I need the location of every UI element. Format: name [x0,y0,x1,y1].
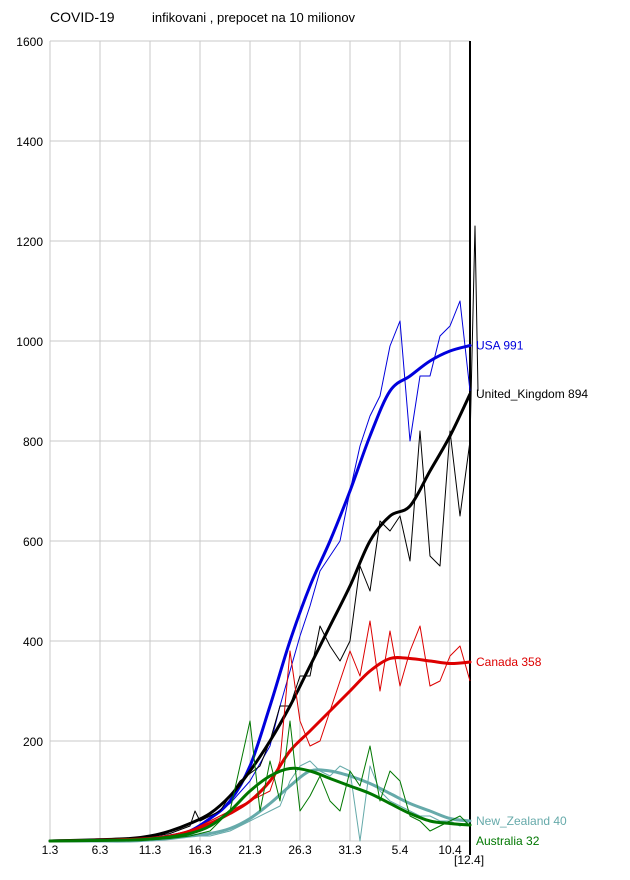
series-end-label-australia: Australia 32 [476,834,540,848]
x-end-label: [12.4] [454,853,484,867]
y-tick-label: 600 [23,535,43,549]
x-tick-label: 16.3 [188,843,212,857]
series-trend-line-usa [48,344,472,843]
y-tick-label: 1400 [16,135,43,149]
chart-title: COVID-19 [50,9,115,25]
x-tick-label: 5.4 [392,843,409,857]
y-tick-label: 1200 [16,235,43,249]
axes: 1600 1400 1200 1000 800 600 400 200 1.3 6.3 11.3 16… [16,35,484,867]
y-tick-label: 1000 [16,335,43,349]
series-end-label-new-zealand: New_Zealand 40 [476,814,567,828]
x-tick-label: 21.3 [238,843,262,857]
x-tick-label: 26.3 [288,843,312,857]
series-raw-line-usa [49,300,471,842]
x-tick-label: 11.3 [139,843,162,857]
chart-subtitle: infikovani , prepocet na 10 milionov [152,10,356,25]
y-tick-label: 400 [23,635,43,649]
x-tick-label: 1.3 [42,843,59,857]
y-tick-label: 200 [23,735,43,749]
series-end-label-canada: Canada 358 [476,655,542,669]
series-trend-line-united-kingdom [48,392,472,843]
series-trend-line-australia [48,766,472,843]
y-tick-label: 1600 [16,35,43,49]
grid [50,40,470,841]
series-lines [48,225,479,843]
series-labels: USA 991 United_Kingdom 894 Canada 358 New_Z… [476,339,588,849]
x-tick-label: 6.3 [92,843,109,857]
series-end-label-united-kingdom: United_Kingdom 894 [476,387,588,401]
series-end-label-usa: USA 991 [476,339,524,353]
x-tick-label: 31.3 [338,843,362,857]
x-tick-label: 10.4 [438,843,462,857]
y-tick-label: 800 [23,435,43,449]
